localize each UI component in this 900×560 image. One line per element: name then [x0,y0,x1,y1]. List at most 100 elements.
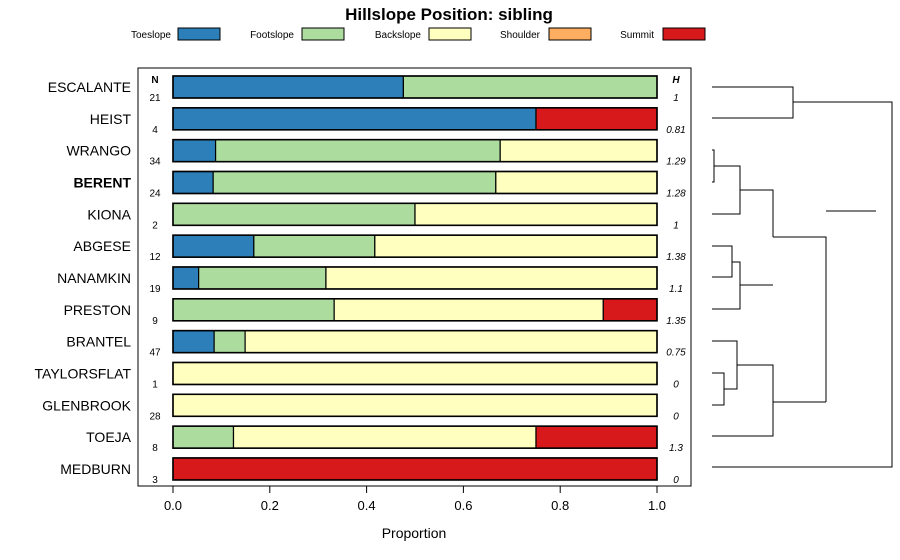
x-tick-label: 0.2 [261,498,279,513]
row-label-nanamkin: NANAMKIN [57,270,131,286]
bar-segment-wrango-footslope [214,139,501,163]
bar-outline-medburn [172,457,658,481]
row-label-medburn: MEDBURN [60,461,131,477]
bar-outline-toeja [172,425,658,449]
bar-segment-wrango-toeslope [172,139,217,163]
dendrogram-branch [712,149,715,183]
x-axis-title: Proportion [382,525,447,541]
legend-label-toeslope: Toeslope [131,30,171,41]
legend-swatch-shoulder [548,27,592,41]
bar-segment-abgese-backslope [374,234,658,258]
bar-segment-heist-summit [535,107,658,131]
bar-outline-kiona [172,202,658,227]
x-tick-label: 1.0 [648,498,666,513]
legend-label-backslope: Backslope [375,30,422,41]
bar-outline-nanamkin [172,266,658,290]
bar-segment-preston-backslope [333,298,604,322]
bar-outline-brantel [172,329,658,354]
bar-outline-heist [172,107,658,131]
plot-frame [137,67,692,487]
n-value-wrango: 34 [149,157,161,168]
legend-swatch-backslope [428,27,472,41]
bar-segment-toeja-summit [535,425,658,449]
n-value-heist: 4 [152,125,158,136]
legend-swatch-footslope [301,27,345,41]
bar-segment-kiona-backslope [414,202,658,226]
h-value-preston: 1.35 [666,316,686,327]
row-label-abgese: ABGESE [73,238,131,254]
h-value-heist: 0.81 [666,125,685,136]
h-column-header: H [672,75,680,86]
n-column-header: N [151,75,158,86]
bar-segment-toeja-backslope [232,425,537,449]
dendrogram [712,86,893,468]
bar-segment-berent-backslope [495,170,658,195]
row-label-brantel: BRANTEL [66,334,131,350]
n-value-taylorsflat: 1 [152,379,158,390]
x-tick-label: 0.8 [551,498,569,513]
h-value-medburn: 0 [673,475,679,486]
legend-swatch-toeslope [177,27,221,41]
n-value-kiona: 2 [152,220,158,231]
row-label-glenbrook: GLENBROOK [42,397,131,413]
bar-segment-brantel-toeslope [172,330,215,354]
bar-segment-nanamkin-toeslope [172,266,200,290]
dendrogram-branch [773,236,827,402]
dendrogram-branch [712,245,733,278]
row-label-toeja: TOEJA [86,429,132,445]
x-tick-label: 0.4 [358,498,376,513]
bar-segment-escalante-footslope [402,75,658,99]
bar-segment-wrango-backslope [499,139,658,163]
x-tick-label: 0.6 [454,498,472,513]
h-value-nanamkin: 1.1 [669,284,683,295]
dendrogram-branch [712,101,893,468]
chart-title: Hillslope Position: sibling [345,5,553,24]
bar-segment-nanamkin-footslope [198,266,327,290]
h-value-glenbrook: 0 [673,411,679,422]
legend-label-footslope: Footslope [250,30,294,41]
row-label-berent: BERENT [73,174,131,190]
bar-segment-berent-toeslope [172,170,214,195]
bar-segment-heist-toeslope [172,107,537,131]
row-label-escalante: ESCALANTE [48,79,131,95]
bar-outline-preston [172,298,658,322]
dendrogram-branch [712,86,794,119]
x-tick-label: 0.0 [164,498,182,513]
legend-label-shoulder: Shoulder [500,30,541,41]
bar-segment-taylorsflat-backslope [172,361,658,386]
bar-segment-glenbrook-backslope [172,393,658,417]
h-value-toeja: 1.3 [669,443,683,454]
bar-outline-glenbrook [172,393,658,418]
h-value-escalante: 1 [673,93,679,104]
row-label-kiona: KIONA [87,206,131,222]
h-value-wrango: 1.29 [666,157,686,168]
row-label-taylorsflat: TAYLORSFLAT [35,365,132,381]
n-value-toeja: 8 [152,443,158,454]
bar-outline-wrango [172,138,658,163]
bar-segment-toeja-footslope [172,425,235,449]
legend: Toeslope Footslope Backslope Shoulder Summit [131,27,706,41]
n-value-escalante: 21 [149,93,161,104]
bar-outline-abgese [172,234,658,258]
bar-segment-preston-summit [602,298,658,322]
dendrogram-branch [712,372,725,406]
bar-segment-abgese-toeslope [172,234,255,258]
h-value-taylorsflat: 0 [673,379,679,390]
bar-segment-brantel-footslope [213,330,246,354]
legend-swatch-summit [662,27,706,41]
bar-segment-abgese-footslope [253,234,376,258]
dendrogram-branch [740,189,774,237]
n-value-medburn: 3 [152,475,158,486]
bar-outline-escalante [172,75,658,99]
bar-outline-taylorsflat [172,361,658,386]
n-value-nanamkin: 19 [149,284,161,295]
h-value-abgese: 1.38 [666,252,686,263]
bar-segment-preston-footslope [172,298,335,322]
h-value-berent: 1.28 [666,188,686,199]
bar-segment-berent-footslope [212,170,497,195]
dendrogram-branch [712,364,774,437]
n-value-abgese: 12 [149,252,161,263]
bar-segment-brantel-backslope [244,330,658,354]
row-label-preston: PRESTON [64,302,131,318]
n-value-brantel: 47 [149,348,161,359]
